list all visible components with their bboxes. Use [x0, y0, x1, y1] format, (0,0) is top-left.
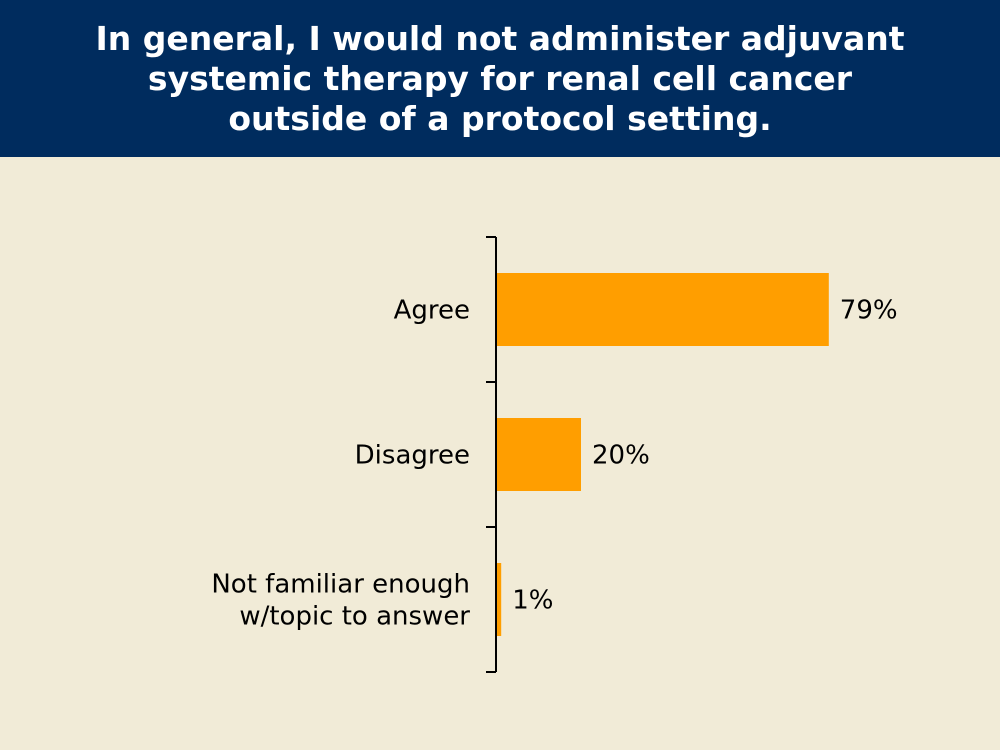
value-label-1: 20% [592, 441, 650, 471]
category-axis [486, 236, 497, 673]
bars [497, 273, 829, 636]
title-banner: In general, I would not administer adjuv… [0, 0, 1000, 157]
bar-chart: 79% Agree 20% Disagree 1% Not familiar enough… [211, 236, 898, 673]
bar-1 [497, 418, 581, 491]
bar-2 [497, 563, 502, 636]
labels: 79% Agree 20% Disagree 1% Not familiar enough… [211, 296, 897, 632]
category-label-2: Not familiar enough w/topic to answer [211, 570, 470, 632]
value-label-0: 79% [840, 296, 898, 326]
bar-0 [497, 273, 829, 346]
category-label-1: Disagree [355, 441, 470, 471]
chart-title: In general, I would not administer adjuv… [95, 18, 905, 138]
category-label-0: Agree [394, 296, 470, 326]
value-label-2: 1% [512, 586, 553, 616]
